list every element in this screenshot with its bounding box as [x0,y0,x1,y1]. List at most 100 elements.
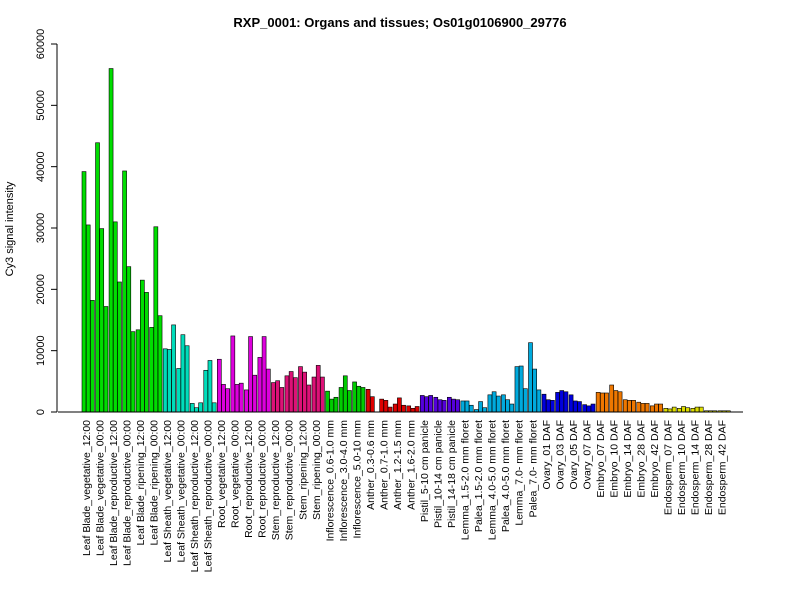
bar [379,398,384,413]
category-label: Anther_1.6-2.0 mm [405,420,417,510]
bar [428,395,433,413]
bar [171,324,176,413]
bar [248,336,253,413]
bar [505,399,510,413]
bar [225,388,230,413]
bar [541,393,547,413]
bar [383,400,389,413]
bar [194,407,199,413]
bar [257,357,263,413]
category-label: Endosperm_42 DAF [717,420,729,515]
bar [288,371,294,413]
category-label: Leaf Blade_ripening_12:00 [135,420,147,546]
bar [482,407,488,413]
bar [478,401,483,413]
bar [217,358,222,413]
bar [189,403,195,413]
bar [671,406,677,413]
category-label: Embryo_42 DAF [649,420,661,498]
bar [167,349,172,413]
bar [437,399,443,413]
category-label: Lemma_7.0- mm floret [514,420,526,526]
bar [491,391,497,413]
bar [559,390,565,413]
bar [342,375,348,413]
y-tick-label: 30000 [35,213,47,244]
bar [622,399,628,413]
category-label: Root_vegetative_12:00 [216,420,228,528]
bar [153,226,159,413]
category-label: Inflorescence_3.0-4.0 mm [338,420,350,542]
bar [279,387,285,413]
bar [609,384,614,413]
bar [356,385,362,413]
bar [613,390,619,413]
bar [663,408,669,413]
bar [347,390,352,413]
bar [545,399,551,413]
bar [509,403,515,413]
bar [518,365,524,413]
category-label: Endosperm_07 DAF [663,420,675,515]
bar [144,292,149,413]
bar [126,266,132,413]
bar [112,221,118,413]
bar [140,279,145,413]
bar [221,384,226,413]
bar [690,408,696,413]
y-tick-label: 10000 [35,335,47,366]
bar [365,389,371,413]
category-label: Pistil_10-14 cm panicle [433,420,445,528]
bar [649,405,655,413]
category-label: Leaf Blade_reproductive_00:00 [121,420,133,566]
bar [360,387,366,413]
bar [325,390,330,413]
bar [252,374,258,413]
bar [338,387,344,413]
bar [203,369,209,413]
bar [410,408,416,413]
bar [414,406,420,413]
bar [162,348,168,413]
bar [207,360,213,413]
y-tick-label: 60000 [35,29,47,60]
bar [640,403,646,413]
bar [433,396,439,413]
category-label: Lemma_4.0-5.0 mm floret [487,420,499,540]
bar [568,394,574,413]
bar [234,384,240,413]
category-label: Lemma_1.5-2.0 mm floret [460,420,472,540]
category-label: Root_vegetative_00:00 [230,420,242,528]
bar [455,399,461,413]
bar [685,407,691,413]
bar [103,306,109,413]
bar [157,315,163,413]
bar [694,406,700,413]
bar [184,345,190,413]
bar [577,401,582,413]
bar [271,382,276,413]
bar [315,365,321,413]
bar [419,395,425,413]
bar [370,396,375,413]
bar [631,400,636,413]
category-label: Endosperm_14 DAF [690,420,702,515]
bar [392,403,398,413]
bar [644,403,650,413]
bar [320,376,325,413]
bar [387,406,393,413]
bar [198,402,203,413]
category-label: Pistil_14-18 cm panicle [446,420,458,528]
bar [627,400,632,413]
y-tick-label: 0 [35,409,47,415]
bar [176,368,182,413]
category-label: Leaf Sheath_reproductive_00:00 [203,420,215,573]
bar [590,403,596,413]
bar [95,142,100,413]
y-tick-label: 20000 [35,274,47,305]
category-label: Stem_reproductive_12:00 [270,420,282,540]
bar [81,171,87,413]
bar [464,400,470,413]
bar [329,398,335,413]
